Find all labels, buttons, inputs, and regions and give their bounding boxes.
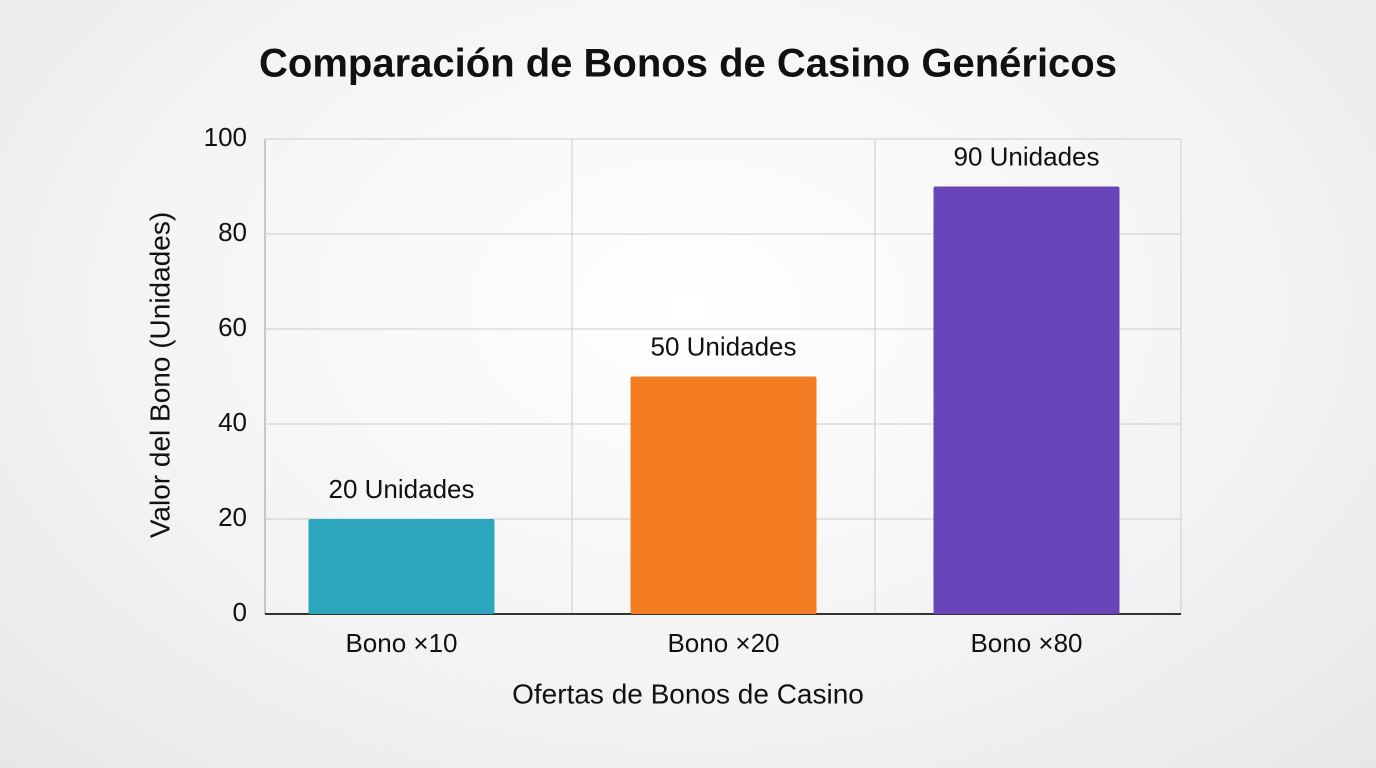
bar: [308, 519, 495, 614]
y-axis-label: Valor del Bono (Unidades): [144, 212, 175, 538]
data-label: 20 Unidades: [329, 474, 475, 504]
y-tick-label: 80: [218, 217, 247, 247]
y-tick-label: 40: [218, 407, 247, 437]
y-tick-label: 100: [204, 122, 247, 152]
x-tick-label: Bono ×20: [667, 628, 779, 658]
x-tick-label: Bono ×80: [970, 628, 1082, 658]
data-label: 50 Unidades: [651, 331, 797, 361]
chart-title: Comparación de Bonos de Casino Genéricos: [259, 42, 1117, 86]
x-axis-label: Ofertas de Bonos de Casino: [512, 678, 864, 709]
data-label: 90 Unidades: [954, 141, 1100, 171]
bar: [630, 376, 817, 614]
x-tick-label: Bono ×10: [345, 628, 457, 658]
y-tick-label: 0: [233, 597, 247, 627]
y-tick-label: 60: [218, 312, 247, 342]
bar: [933, 186, 1120, 614]
y-tick-label: 20: [218, 502, 247, 532]
